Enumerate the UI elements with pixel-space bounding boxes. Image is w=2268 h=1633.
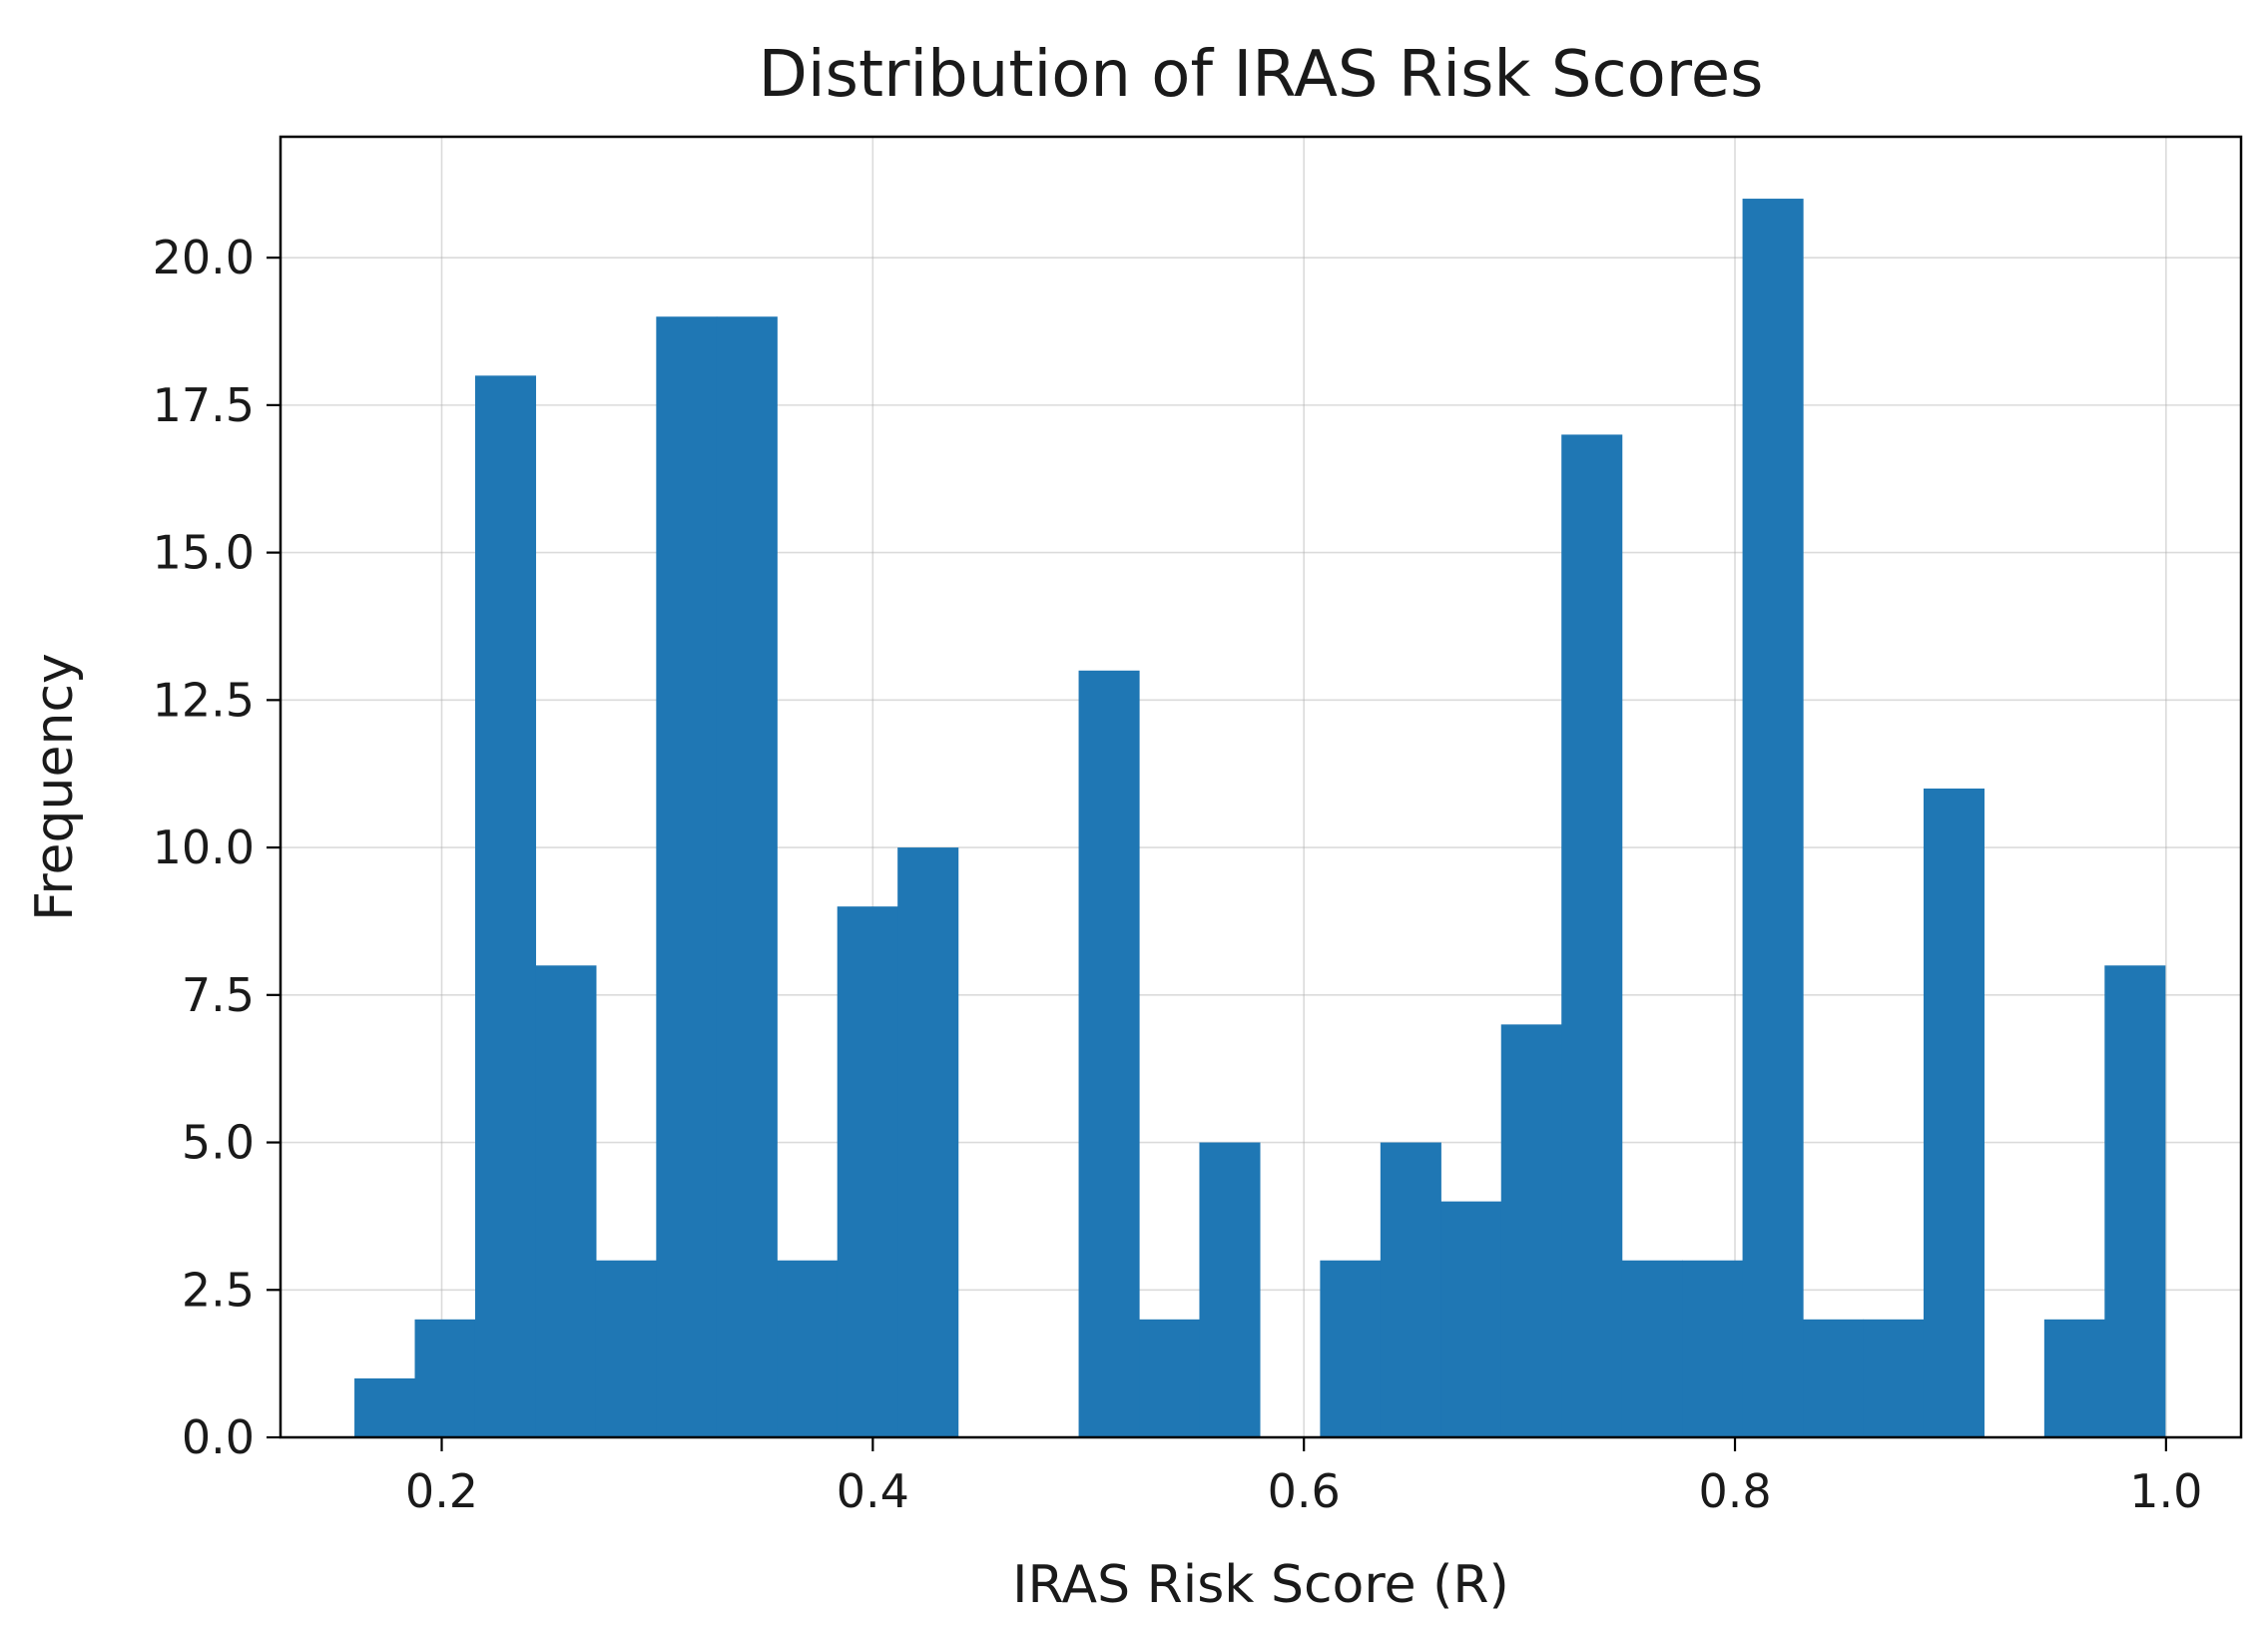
histogram-bar bbox=[414, 1319, 476, 1437]
y-tick-label: 2.5 bbox=[182, 1263, 255, 1317]
histogram-bar bbox=[1320, 1260, 1382, 1437]
histogram-bar bbox=[2104, 965, 2166, 1437]
y-tick-label: 0.0 bbox=[182, 1410, 255, 1464]
histogram-bar bbox=[354, 1377, 416, 1437]
histogram-bar bbox=[716, 316, 778, 1438]
histogram-bar bbox=[897, 847, 959, 1437]
histogram-bars bbox=[354, 199, 2166, 1438]
x-tick-label: 0.6 bbox=[1268, 1464, 1341, 1518]
y-tick-label: 12.5 bbox=[153, 673, 255, 727]
histogram-bar bbox=[1500, 1024, 1562, 1437]
y-tick-label: 20.0 bbox=[153, 231, 255, 284]
histogram-bar bbox=[1621, 1260, 1683, 1437]
x-tick-label: 0.2 bbox=[405, 1464, 478, 1518]
histogram-bar bbox=[535, 965, 597, 1437]
axis-ticks: 0.2 0.4 0.6 0.8 1.0 0.0 2.5 5.0 7.5 10.0 12.5 15.0 1… bbox=[153, 231, 2203, 1518]
histogram-bar bbox=[1742, 199, 1804, 1438]
histogram-bar bbox=[1863, 1319, 1925, 1437]
histogram-bar bbox=[1078, 670, 1140, 1437]
histogram-bar bbox=[1923, 788, 1985, 1437]
y-tick-label: 7.5 bbox=[182, 968, 255, 1022]
x-tick-label: 0.8 bbox=[1698, 1464, 1771, 1518]
y-tick-label: 10.0 bbox=[153, 820, 255, 874]
y-tick-label: 5.0 bbox=[182, 1116, 255, 1170]
histogram-bar bbox=[1682, 1260, 1744, 1437]
histogram-bar bbox=[656, 316, 718, 1438]
histogram-bar bbox=[474, 375, 537, 1437]
histogram-bar bbox=[2043, 1319, 2105, 1437]
chart-title: Distribution of IRAS Risk Scores bbox=[759, 38, 1764, 112]
y-tick-label: 17.5 bbox=[153, 378, 255, 432]
x-axis-label: IRAS Risk Score (R) bbox=[1012, 1555, 1509, 1615]
histogram-bar bbox=[777, 1260, 839, 1437]
y-tick-label: 15.0 bbox=[153, 526, 255, 580]
plot-frame bbox=[279, 135, 2243, 1439]
histogram-bar bbox=[1199, 1142, 1261, 1437]
x-tick-label: 1.0 bbox=[2129, 1464, 2202, 1518]
histogram-bar bbox=[595, 1260, 657, 1437]
y-axis-label: Frequency bbox=[25, 653, 85, 921]
histogram-bar bbox=[1440, 1201, 1502, 1437]
histogram-bar bbox=[1803, 1319, 1865, 1437]
grid-lines bbox=[281, 137, 2241, 1438]
histogram-bar bbox=[1561, 434, 1623, 1437]
histogram-bar bbox=[1139, 1319, 1201, 1437]
histogram-bar bbox=[837, 906, 898, 1437]
x-tick-label: 0.4 bbox=[837, 1464, 909, 1518]
histogram-bar bbox=[1380, 1142, 1441, 1437]
